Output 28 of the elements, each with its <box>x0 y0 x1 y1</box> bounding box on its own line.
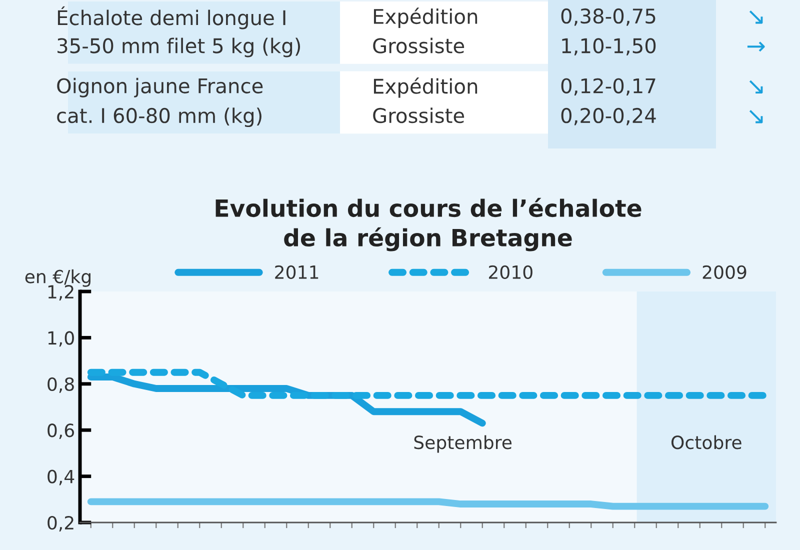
text: → <box>747 42 765 52</box>
annotation: Octobre <box>671 435 742 450</box>
text: cat. I 60-80 mm (kg) <box>57 108 262 128</box>
y-tick-label: 0,2 <box>48 516 74 532</box>
text: Grossiste <box>373 38 464 54</box>
legend-label: 2010 <box>488 265 532 279</box>
text: Expédition <box>374 8 478 28</box>
annotation: Septembre <box>414 435 512 453</box>
text: 0,38-0,75 <box>561 8 656 26</box>
y-tick-label: 0,6 <box>48 424 74 440</box>
text: ↘ <box>749 10 763 24</box>
legend-label: 2009 <box>702 265 746 279</box>
text: 35-50 mm filet 5 kg (kg) <box>58 38 300 58</box>
chart-title: Evolution du cours de l’échalote de la région Bretagne <box>216 198 642 252</box>
text: 0,20-0,24 <box>561 108 656 126</box>
text: 1,10-1,50 <box>562 38 656 56</box>
legend-label: 2011 <box>275 265 318 279</box>
y-tick-label: 1,2 <box>48 284 74 300</box>
text: ↘ <box>749 80 763 94</box>
y-tick-label: 0,4 <box>48 470 74 486</box>
text: Échalote demi longue I <box>58 6 286 30</box>
text: ↘ <box>749 110 763 124</box>
y-tick-label: 1,0 <box>48 331 74 347</box>
text: Expédition <box>374 77 478 98</box>
text: Grossiste <box>373 108 464 124</box>
text: Oignon jaune France <box>57 78 263 98</box>
y-tick-label: 0,8 <box>48 377 74 393</box>
text: 0,12-0,17 <box>561 78 656 96</box>
